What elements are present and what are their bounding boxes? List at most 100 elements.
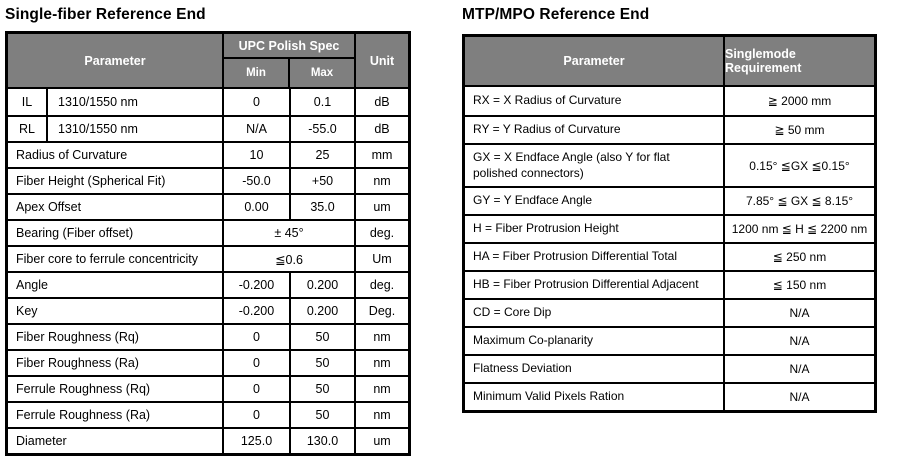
max-value-cell: 50	[289, 351, 354, 375]
param-cell: Fiber Height (Spherical Fit)	[16, 174, 166, 188]
unit-cell: nm	[354, 325, 408, 349]
param-cell: Minimum Valid Pixels Ration	[473, 389, 625, 404]
merged-value-cell: ± 45°	[222, 221, 354, 245]
unit-cell: um	[354, 195, 408, 219]
max-value-cell: 50	[289, 325, 354, 349]
min-value-cell: 0	[222, 403, 289, 427]
requirement-cell: N/A	[723, 384, 874, 411]
single-fiber-table-header: Parameter UPC Polish Spec Min Max Unit	[8, 34, 408, 89]
table-row: Flatness Deviation N/A	[465, 354, 874, 383]
param-cell: Fiber Roughness (Ra)	[16, 356, 139, 370]
max-value-cell: 0.200	[289, 273, 354, 297]
unit-cell: nm	[354, 403, 408, 427]
param-cell: Ferrule Roughness (Rq)	[16, 382, 151, 396]
param-cell: Angle	[16, 278, 48, 292]
param-cell: GY = Y Endface Angle	[473, 193, 593, 208]
requirement-cell: ≧ 50 mm	[723, 117, 874, 143]
unit-cell: dB	[354, 117, 408, 141]
unit-cell: nm	[354, 169, 408, 193]
table-row: HA = Fiber Protrusion Differential Total…	[465, 242, 874, 271]
table-row: Ferrule Roughness (Ra) 0 50 nm	[8, 401, 408, 427]
table-row: Minimum Valid Pixels Ration N/A	[465, 382, 874, 411]
min-value-cell: -0.200	[222, 273, 289, 297]
mtp-mpo-section: MTP/MPO Reference End Parameter Singlemo…	[462, 6, 877, 414]
requirement-cell: 1200 nm ≦ H ≦ 2200 nm	[723, 216, 874, 243]
param-cell: Fiber core to ferrule concentricity	[16, 252, 199, 266]
table-row: GX = X Endface Angle (also Y for flat po…	[465, 143, 874, 187]
param-desc-cell: 1310/1550 nm	[46, 89, 222, 115]
max-value-cell: 0.1	[289, 89, 354, 115]
min-value-cell: 10	[222, 143, 289, 167]
header-unit: Unit	[369, 53, 395, 68]
max-value-cell: 0.200	[289, 299, 354, 323]
table-row: Maximum Co-planarity N/A	[465, 326, 874, 355]
mtp-mpo-table-header: Parameter Singlemode Requirement	[465, 37, 874, 87]
header-singlemode-requirement: Singlemode Requirement	[723, 37, 874, 85]
table-row: Fiber Roughness (Rq) 0 50 nm	[8, 323, 408, 349]
min-value-cell: 125.0	[222, 429, 289, 453]
param-cell: Radius of Curvature	[16, 148, 128, 162]
unit-cell: nm	[354, 351, 408, 375]
mtp-mpo-table: Parameter Singlemode Requirement RX = X …	[462, 34, 877, 414]
table-row: Fiber Height (Spherical Fit) -50.0 +50 nm	[8, 167, 408, 193]
param-code-cell: IL	[21, 95, 33, 109]
mtp-mpo-title: MTP/MPO Reference End	[462, 6, 650, 23]
table-row: GY = Y Endface Angle 7.85° ≦ GX ≦ 8.15°	[465, 186, 874, 215]
table-row: HB = Fiber Protrusion Differential Adjac…	[465, 270, 874, 299]
max-value-cell: 25	[289, 143, 354, 167]
max-value-cell: 35.0	[289, 195, 354, 219]
unit-cell: Um	[354, 247, 408, 271]
requirement-cell: N/A	[723, 328, 874, 355]
max-value-cell: -55.0	[289, 117, 354, 141]
table-row: Radius of Curvature 10 25 mm	[8, 141, 408, 167]
requirement-cell: ≦ 150 nm	[723, 272, 874, 299]
single-fiber-table: Parameter UPC Polish Spec Min Max Unit I…	[5, 31, 411, 456]
table-row: Angle -0.200 0.200 deg.	[8, 271, 408, 297]
max-value-cell: 130.0	[289, 429, 354, 453]
table-row: Key -0.200 0.200 Deg.	[8, 297, 408, 323]
min-value-cell: 0.00	[222, 195, 289, 219]
unit-cell: dB	[354, 89, 408, 115]
param-cell: HB = Fiber Protrusion Differential Adjac…	[473, 277, 699, 292]
requirement-cell: N/A	[723, 300, 874, 327]
header-parameter: Parameter	[563, 54, 625, 68]
requirement-cell: 7.85° ≦ GX ≦ 8.15°	[723, 188, 874, 215]
param-cell: GX = X Endface Angle (also Y for flat po…	[473, 150, 670, 180]
unit-cell: mm	[354, 143, 408, 167]
merged-value-cell: ≦0.6	[222, 247, 354, 271]
table-row: Bearing (Fiber offset) ± 45° deg.	[8, 219, 408, 245]
param-cell: Key	[16, 304, 38, 318]
header-upc-polish-spec: UPC Polish Spec	[224, 34, 354, 59]
min-value-cell: 0	[222, 351, 289, 375]
min-value-cell: 0	[222, 89, 289, 115]
table-row: Apex Offset 0.00 35.0 um	[8, 193, 408, 219]
param-cell: Diameter	[16, 434, 67, 448]
table-row: RY = Y Radius of Curvature ≧ 50 mm	[465, 115, 874, 143]
table-row: Ferrule Roughness (Rq) 0 50 nm	[8, 375, 408, 401]
min-value-cell: N/A	[222, 117, 289, 141]
min-value-cell: 0	[222, 325, 289, 349]
table-row: IL 1310/1550 nm 0 0.1 dB	[8, 89, 408, 115]
mtp-mpo-table-body: RX = X Radius of Curvature ≧ 2000 mm RY = …	[465, 87, 874, 411]
param-cell: HA = Fiber Protrusion Differential Total	[473, 249, 677, 264]
param-desc-cell: 1310/1550 nm	[46, 117, 222, 141]
header-parameter: Parameter	[84, 53, 146, 68]
requirement-cell: ≦ 250 nm	[723, 244, 874, 271]
single-fiber-section: Single-fiber Reference End Parameter UPC…	[5, 6, 411, 456]
min-value-cell: 0	[222, 377, 289, 401]
table-row: RX = X Radius of Curvature ≧ 2000 mm	[465, 87, 874, 115]
min-value-cell: -0.200	[222, 299, 289, 323]
unit-cell: Deg.	[354, 299, 408, 323]
param-cell: CD = Core Dip	[473, 305, 552, 320]
param-cell: H = Fiber Protrusion Height	[473, 221, 619, 236]
requirement-cell: ≧ 2000 mm	[723, 87, 874, 115]
param-code-cell: RL	[19, 122, 35, 136]
table-row: CD = Core Dip N/A	[465, 298, 874, 327]
requirement-cell: 0.15° ≦GX ≦0.15°	[723, 145, 874, 187]
table-row: RL 1310/1550 nm N/A -55.0 dB	[8, 115, 408, 141]
max-value-cell: 50	[289, 377, 354, 401]
max-value-cell: +50	[289, 169, 354, 193]
param-cell: Apex Offset	[16, 200, 82, 214]
table-row: Diameter 125.0 130.0 um	[8, 427, 408, 453]
single-fiber-title: Single-fiber Reference End	[5, 6, 206, 23]
